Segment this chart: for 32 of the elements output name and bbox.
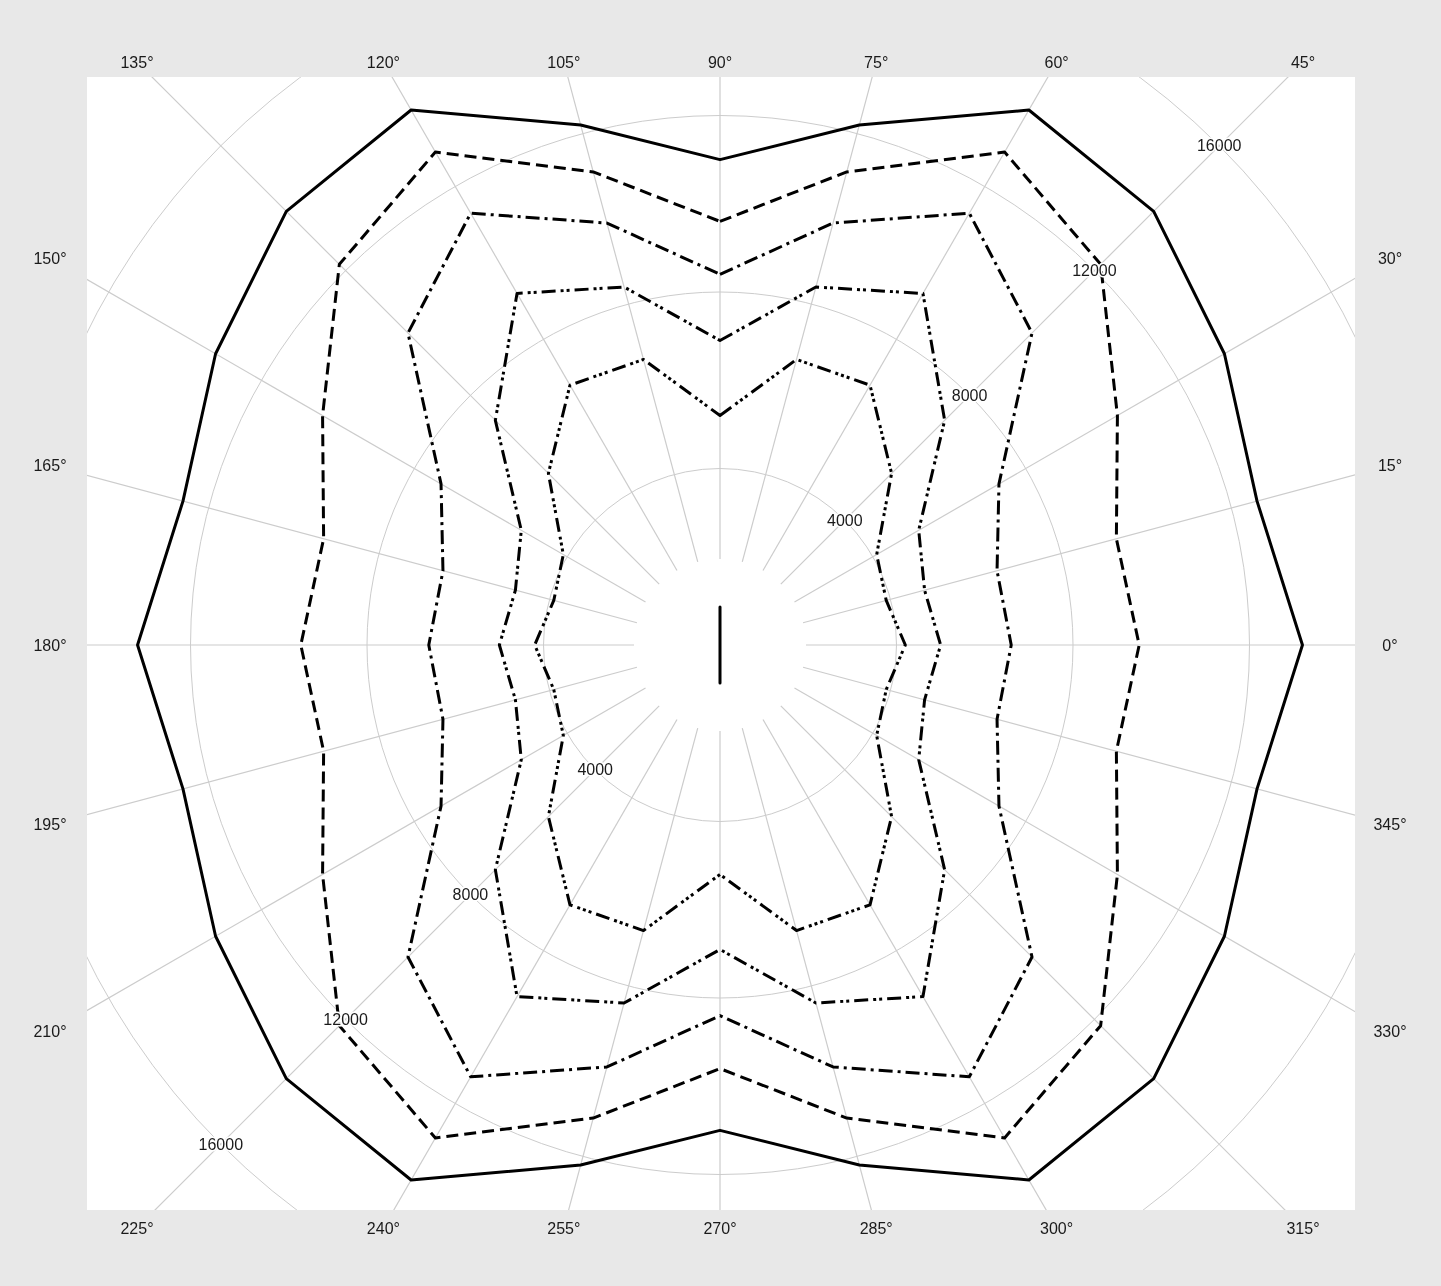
y-tick-label: 16000 xyxy=(1196,137,1242,155)
y-tick-label: 4000 xyxy=(577,761,614,779)
y-tick-label: 12000 xyxy=(323,1010,368,1028)
spoke-label: 255° xyxy=(547,1219,581,1237)
y-tick-label: 12000 xyxy=(1072,262,1117,280)
spoke-label: 30° xyxy=(1377,249,1403,267)
y-tick-label: 16000 xyxy=(198,1135,244,1153)
spoke-label: 90° xyxy=(707,53,733,71)
spoke-label: 0° xyxy=(1382,636,1398,654)
spoke-label: 45° xyxy=(1290,53,1316,71)
spoke-label: 150° xyxy=(33,249,67,267)
spoke-label: 75° xyxy=(864,53,889,71)
spoke-label: 330° xyxy=(1373,1023,1407,1041)
spoke-label: 165° xyxy=(33,456,67,474)
spoke-label: 60° xyxy=(1044,53,1069,71)
spoke-label: 105° xyxy=(547,53,581,71)
spoke-label: 345° xyxy=(1373,816,1407,834)
spoke-label: 15° xyxy=(1377,456,1403,474)
y-tick-label: 4000 xyxy=(827,511,863,529)
spoke-label: 135° xyxy=(120,53,154,71)
y-tick-label: 8000 xyxy=(452,886,489,904)
spoke-label: 120° xyxy=(366,53,400,71)
spoke-label: 180° xyxy=(33,636,67,654)
spoke-label: 195° xyxy=(33,816,67,834)
spoke-label: 225° xyxy=(120,1219,154,1237)
spoke-label: 270° xyxy=(703,1219,737,1237)
spoke-label: 210° xyxy=(33,1023,67,1041)
spoke-label: 300° xyxy=(1040,1219,1074,1237)
y-tick-label: 8000 xyxy=(951,386,988,404)
spoke-label: 315° xyxy=(1286,1219,1320,1237)
spoke-label: 285° xyxy=(859,1219,893,1237)
spoke-label: 240° xyxy=(366,1219,400,1237)
